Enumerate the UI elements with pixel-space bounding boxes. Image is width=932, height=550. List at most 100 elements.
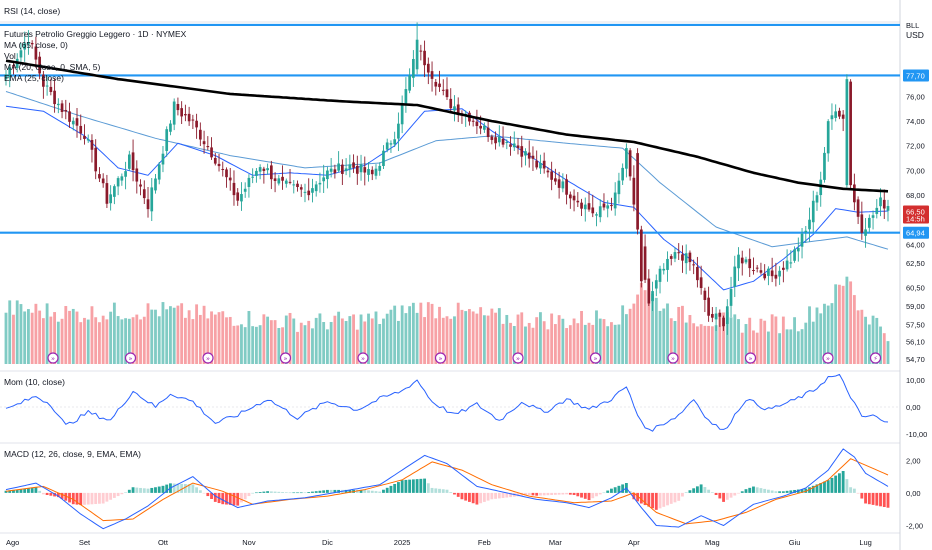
candle-body — [288, 181, 292, 183]
candle-body — [524, 151, 527, 156]
candle-body — [169, 123, 172, 132]
macd-pane — [4, 448, 890, 530]
volume-bar — [322, 322, 326, 364]
macd-histogram-bar — [311, 491, 314, 493]
momentum-tick-label: 10,00 — [906, 376, 925, 385]
price-tick-label: 57,50 — [906, 320, 925, 329]
volume-bar — [494, 312, 498, 364]
candle-body — [53, 90, 56, 105]
volume-bar — [684, 322, 688, 364]
volume-bar — [430, 303, 434, 364]
price-axis[interactable]: BLL 76,00 74,00 72,00 70,00 68,00 64,00 62,50 60… — [901, 0, 932, 550]
candle-body — [576, 200, 580, 203]
dividend-event-icon: » — [357, 352, 369, 364]
volume-bar — [613, 324, 617, 364]
volume-bar — [531, 327, 535, 364]
volume-bar — [632, 303, 636, 364]
candle-body — [180, 108, 183, 117]
indicator-label-vol[interactable]: Vol — [4, 51, 16, 61]
volume-bar — [195, 304, 199, 364]
candle-body — [681, 254, 684, 261]
volume-bar — [714, 325, 718, 364]
current-price-tag — [903, 205, 929, 224]
volume-bar — [778, 333, 782, 364]
candle-body — [666, 258, 669, 270]
volume-bar — [471, 311, 475, 364]
volume-bar — [83, 317, 86, 364]
macd-histogram-bar — [651, 492, 654, 509]
macd-histogram-bar — [105, 492, 109, 502]
macd-histogram-bar — [146, 488, 150, 493]
volume-bar — [781, 316, 785, 364]
candle-body — [232, 182, 236, 196]
volume-bar — [352, 314, 355, 364]
rsi-label[interactable]: RSI (14, close) — [4, 6, 61, 16]
volume-bar — [8, 300, 12, 364]
time-axis[interactable]: Ago Set Ott Nov Dic 2025 Feb Mar Apr Mag Giu Lug — [6, 538, 872, 547]
momentum-tick-label: 0,00 — [906, 403, 921, 412]
candlesticks — [4, 22, 890, 335]
candle-body — [475, 121, 479, 127]
macd-histogram-bar — [382, 489, 385, 493]
volume-bar — [793, 317, 796, 364]
volume-bar — [75, 311, 79, 364]
candle-body — [154, 178, 157, 191]
volume-bar — [228, 316, 232, 364]
volume-bar — [882, 333, 886, 364]
event-markers[interactable]: » » » » » » » » » » » ⚡ — [47, 352, 882, 364]
candle-body — [565, 179, 568, 195]
horizontal-levels[interactable] — [0, 23, 900, 234]
volume-bar — [109, 311, 113, 364]
candle-body — [759, 270, 763, 273]
volume-bar — [262, 314, 266, 364]
indicator-label-ma20[interactable]: MA (20, close, 0, SMA, 5) — [4, 62, 101, 72]
price-tick-label: 70,00 — [906, 166, 925, 175]
volume-bar — [68, 310, 71, 364]
macd-histogram-bar — [785, 490, 789, 493]
volume-bar — [340, 318, 344, 364]
volume-bar — [692, 323, 696, 364]
macd-histogram-bar — [684, 492, 688, 493]
candle-body — [636, 153, 639, 230]
candle-body — [176, 103, 180, 111]
candle-body — [12, 65, 15, 67]
candle-body — [79, 125, 83, 134]
macd-histogram-bar — [12, 489, 15, 493]
macd-histogram-bar — [568, 492, 572, 495]
macd-histogram-bar — [565, 492, 569, 495]
volume-bar — [695, 326, 699, 364]
indicator-label-ma65[interactable]: MA (65, close, 0) — [4, 40, 68, 50]
volume-bar — [359, 314, 363, 364]
macd-histogram-bar — [393, 483, 397, 493]
macd-histogram-bar — [90, 492, 94, 505]
volume-bar — [725, 312, 729, 364]
volume-bar — [524, 326, 527, 364]
ma-long-line — [5, 59, 889, 193]
momentum-label[interactable]: Mom (10, close) — [4, 377, 65, 387]
volume-bar — [438, 306, 441, 364]
macd-histogram-bar — [322, 490, 326, 493]
svg-text:»: » — [749, 355, 753, 363]
volume-bar — [628, 308, 632, 364]
macd-histogram-bar — [292, 492, 296, 494]
volume-bar — [232, 325, 236, 364]
macd-label[interactable]: MACD (12, 26, close, 9, EMA, EMA) — [4, 449, 141, 459]
candle-body — [94, 147, 98, 172]
volume-bar — [299, 322, 303, 364]
volume-bar — [135, 314, 139, 364]
indicator-label-ema25[interactable]: EMA (25, close) — [4, 73, 64, 83]
volume-bar — [565, 328, 569, 364]
macd-histogram-bar — [494, 492, 498, 499]
macd-histogram-bar — [681, 492, 684, 497]
volume-bar — [819, 313, 823, 364]
candle-body — [845, 79, 849, 186]
candle-body — [202, 141, 206, 145]
volume-bar — [808, 306, 811, 364]
macd-histogram-bar — [456, 492, 460, 497]
volume-bar — [748, 317, 752, 364]
volume-bar — [453, 316, 456, 364]
macd-histogram-bar — [849, 487, 853, 493]
candle-body — [337, 163, 340, 171]
candle-body — [198, 129, 202, 140]
